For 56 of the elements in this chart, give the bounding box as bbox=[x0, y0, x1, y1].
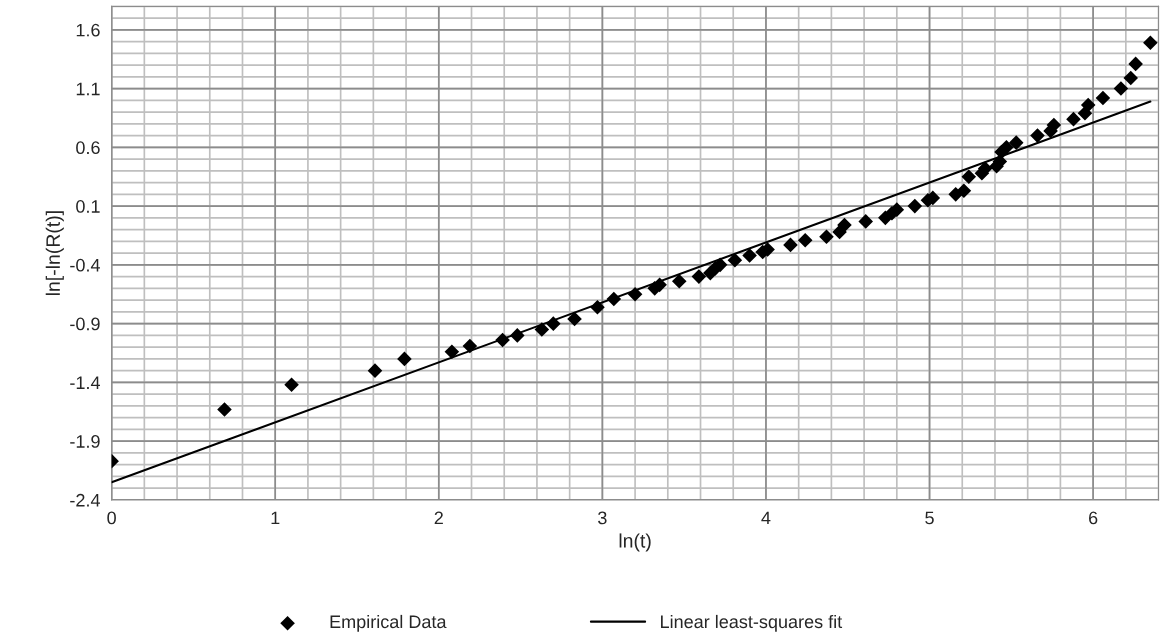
point bbox=[956, 183, 972, 199]
point bbox=[797, 232, 813, 248]
y-tick-label: 1.6 bbox=[76, 23, 100, 37]
point bbox=[961, 169, 977, 185]
y-tick-label: -1.4 bbox=[70, 376, 100, 389]
point bbox=[783, 237, 798, 253]
point bbox=[284, 377, 299, 393]
x-tick-label: 3 bbox=[598, 511, 607, 525]
x-tick-label: 4 bbox=[761, 511, 771, 525]
point bbox=[858, 214, 874, 229]
point bbox=[1080, 97, 1096, 113]
point bbox=[606, 291, 622, 307]
y-tick-label: -2.4 bbox=[70, 493, 100, 507]
y-tick-label: -0.4 bbox=[70, 258, 100, 272]
point bbox=[819, 229, 834, 244]
point bbox=[367, 363, 383, 378]
point bbox=[999, 140, 1014, 155]
point bbox=[742, 248, 757, 263]
y-tick-label: -0.9 bbox=[70, 317, 100, 331]
point bbox=[671, 274, 687, 289]
legend-label: Linear least-squares fit bbox=[661, 614, 843, 632]
point bbox=[1066, 111, 1081, 127]
y-tick-label: 0.6 bbox=[76, 141, 100, 155]
point bbox=[510, 328, 525, 343]
point bbox=[397, 351, 412, 367]
x-tick-label: 0 bbox=[107, 511, 116, 525]
point bbox=[727, 252, 743, 268]
legend-label: Empirical Data bbox=[330, 614, 447, 632]
point bbox=[1030, 128, 1045, 143]
point bbox=[1095, 90, 1111, 106]
point bbox=[567, 311, 582, 327]
point bbox=[534, 322, 550, 337]
point bbox=[1143, 35, 1158, 51]
point bbox=[1128, 56, 1143, 72]
point bbox=[627, 286, 643, 302]
x-tick-label: 5 bbox=[925, 511, 934, 525]
y-tick-label: -1.9 bbox=[70, 435, 100, 448]
point bbox=[217, 402, 232, 417]
x-tick-label: 6 bbox=[1089, 511, 1098, 525]
x-tick-label: 1 bbox=[271, 511, 280, 525]
point bbox=[1123, 70, 1139, 86]
point bbox=[462, 338, 478, 354]
point bbox=[546, 316, 561, 331]
point bbox=[590, 299, 605, 315]
y-tick-label: 1.1 bbox=[76, 82, 100, 96]
x-tick-label: 2 bbox=[434, 511, 443, 525]
x-axis-title: ln(t) bbox=[619, 533, 651, 552]
point bbox=[1113, 81, 1129, 96]
point bbox=[1008, 135, 1024, 150]
point bbox=[907, 198, 923, 214]
point bbox=[837, 217, 852, 233]
point bbox=[444, 344, 460, 360]
y-tick-label: 0.1 bbox=[76, 200, 100, 213]
y-axis-title: ln[-ln(R(t)] bbox=[45, 211, 64, 296]
point bbox=[691, 269, 707, 284]
point bbox=[495, 332, 510, 348]
